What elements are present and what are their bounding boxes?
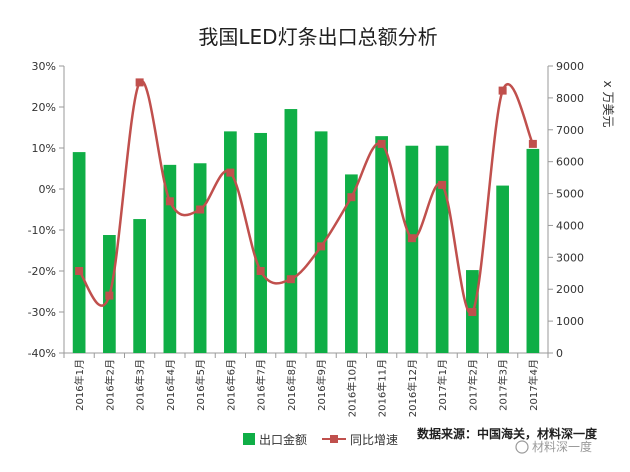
bar [254,132,267,353]
line-point [317,242,326,251]
right-axis-title: x 万美元 [601,81,615,128]
x-tick-label: 2017年4月 [527,359,540,411]
x-tick-label: 2017年3月 [497,359,510,411]
legend-label-growth: 同比增速 [350,433,398,447]
line-point [286,275,295,284]
watermark-text: 材料深一度 [532,439,592,454]
x-tick-label: 2016年8月 [285,359,298,411]
x-tick-label: 2017年1月 [436,359,449,411]
line-point [105,291,114,300]
right-tick-label: 0 [556,347,563,360]
left-tick-label: -40% [28,347,56,360]
bar-series [72,109,540,353]
bar [284,109,298,353]
right-tick-label: 6000 [556,156,584,169]
bar [163,164,177,353]
right-tick-label: 1000 [556,315,584,328]
line-point [528,139,537,148]
bar [405,145,419,353]
legend-swatch-marker [330,435,338,443]
line-point [468,308,477,316]
right-tick-label: 5000 [556,188,584,201]
x-tick-label: 2016年9月 [315,359,328,411]
chart-title: 我国LED灯条出口总额分析 [198,25,437,49]
right-tick-label: 9000 [556,60,584,73]
line-series [75,78,537,316]
legend: 出口金额 同比增速 [243,432,398,447]
bar [526,148,540,353]
x-tick-label: 2016年7月 [255,359,268,411]
line-point [135,78,144,87]
line-point [75,267,84,275]
x-tick-label: 2016年3月 [134,359,147,411]
bar [345,174,358,353]
watermark: 材料深一度 [515,439,592,454]
right-tick-label: 3000 [556,251,584,264]
right-tick-label: 8000 [556,92,584,105]
x-tick-label: 2016年6月 [224,359,237,411]
bar [133,219,146,353]
right-tick-label: 7000 [556,124,584,137]
right-axis: 9000 8000 7000 6000 5000 4000 3000 2000 1000 0 [548,60,584,360]
line-point [438,180,447,189]
x-tick-label: 2016年2月 [103,359,116,411]
bar [314,131,328,353]
left-tick-label: -20% [28,265,56,278]
source-note: 数据来源：中国海关，材料深一度 [417,426,598,441]
left-tick-label: 0% [39,183,56,196]
line-point [196,205,205,214]
x-tick-label: 2016年11月 [376,359,389,417]
line-point [377,139,386,148]
bar [224,131,237,353]
line-point [407,234,416,243]
left-tick-label: 20% [32,101,56,114]
x-tick-label: 2017年2月 [466,359,479,411]
bar [435,145,449,353]
right-tick-label: 4000 [556,219,584,232]
line-point [256,267,265,275]
left-tick-label: 10% [32,142,56,155]
x-tick-label: 2016年1月 [73,359,86,411]
bar [496,185,509,353]
left-tick-label: -30% [28,306,56,319]
x-axis: 2016年1月 2016年2月 2016年3月 2016年4月 2016年5月 2016年… [63,353,549,417]
legend-swatch-bar [243,433,255,445]
x-tick-label: 2016年4月 [164,359,177,411]
x-tick-label: 2016年5月 [194,359,207,411]
legend-label-export: 出口金额 [259,432,307,447]
x-tick-label: 2016年10月 [345,359,358,417]
line-point [347,193,356,202]
growth-line [78,79,535,315]
line-point [165,197,174,206]
wechat-icon [515,440,529,454]
left-axis: 30% 20% 10% 0% -10% -20% -30% -40% [28,60,64,360]
bar [72,152,86,353]
line-point [226,168,235,177]
left-tick-label: -10% [28,224,56,237]
left-tick-label: 30% [32,60,56,73]
right-tick-label: 2000 [556,283,584,296]
line-point [498,86,507,95]
bar [193,163,207,353]
bar [375,136,388,353]
x-tick-label: 2016年12月 [406,359,419,417]
